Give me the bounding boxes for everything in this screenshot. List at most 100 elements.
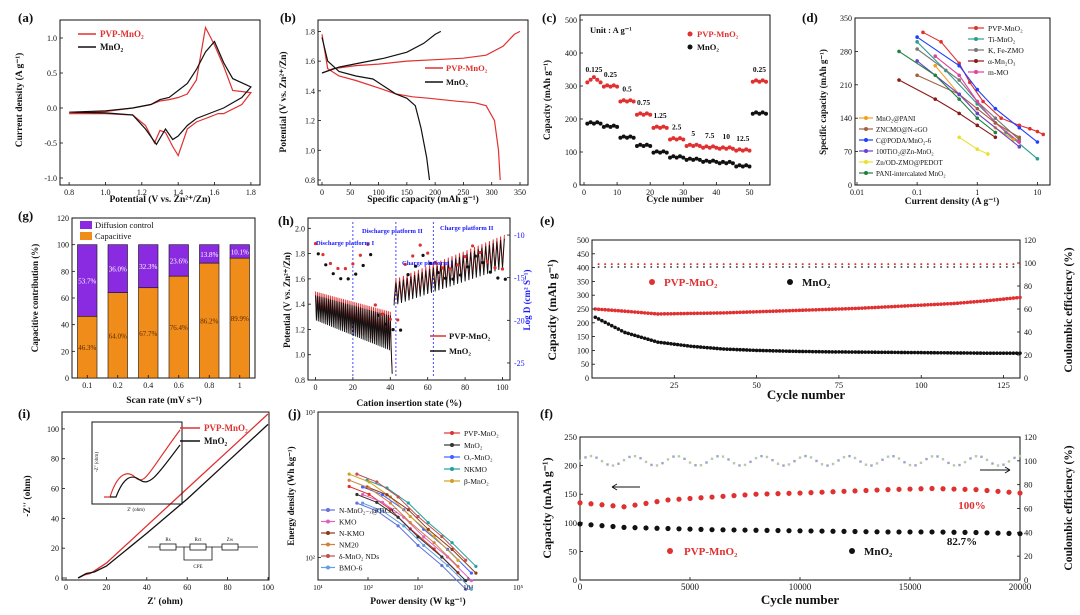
- panel-f-ylabel: Capacity (mAh g⁻¹): [540, 457, 554, 558]
- panel-h-legend-mno2: MnO₂: [449, 346, 471, 356]
- ragone-point-0: [367, 492, 371, 496]
- cycle-point-pvp: [616, 308, 621, 313]
- rate-point-mno2: [747, 164, 752, 169]
- ce-point-pvp: [979, 263, 982, 266]
- long-cycle-point-pvp: [654, 499, 660, 505]
- rate-point-pvp: [760, 78, 765, 83]
- long-ce-point: [930, 455, 934, 458]
- long-cycle-point-mno2: [830, 528, 836, 534]
- diffusion-point-mno2: [391, 328, 395, 332]
- ce-point-pvp: [696, 263, 699, 266]
- panel-a-ytick-label: 1.0: [47, 34, 57, 43]
- rate-point-mno2: [754, 110, 759, 115]
- ce-point-mno2: [854, 266, 857, 269]
- panel-j-ytick-label: 10²: [305, 553, 316, 562]
- ce-point-pvp: [630, 263, 633, 266]
- compare-point-3: [957, 111, 961, 116]
- cycle-point-pvp: [1011, 296, 1016, 300]
- panel-f-ytick-label: 250: [564, 432, 577, 442]
- cycle-point-pvp: [991, 298, 996, 302]
- panel-d-ylabel: Specific capacity (mAh g⁻¹): [818, 49, 828, 155]
- rate-point-mno2: [694, 156, 699, 161]
- ragone-point-9: [464, 558, 468, 562]
- rate-point-pvp: [727, 145, 732, 150]
- cycle-point-mno2: [774, 349, 779, 353]
- cycle-point-pvp: [662, 312, 667, 316]
- gitt-charge-mno2: [393, 238, 505, 306]
- rate-label: 0.75: [637, 98, 650, 107]
- panel-b-legend-pvp: PVP-MnO₂: [446, 63, 488, 73]
- ragone-point-10: [361, 501, 365, 505]
- rate-point-pvp: [697, 144, 702, 149]
- ce-point-mno2: [656, 266, 659, 269]
- ce-point-mno2: [972, 266, 975, 269]
- long-cycle-point-mno2: [885, 529, 891, 535]
- cycle-point-pvp: [968, 300, 973, 304]
- cycle-point-mno2: [606, 322, 611, 326]
- diffusion-point-pvp: [388, 317, 392, 322]
- cycle-point-mno2: [738, 347, 742, 352]
- panel-e: (e) 25 50 75 100 125 50045040035030025020015…: [540, 213, 1075, 402]
- cycle-point-mno2: [708, 346, 713, 350]
- cycle-point-pvp: [893, 304, 897, 309]
- cycle-point-pvp: [985, 298, 989, 303]
- cycle-point-mno2: [906, 350, 910, 355]
- rate-point-pvp: [711, 144, 716, 149]
- panel-i-inset-ylabel: -Z'' (ohm): [95, 452, 100, 472]
- diffusion-point-pvp: [418, 243, 422, 247]
- panel-c-ytick-label: 0: [573, 181, 577, 190]
- panel-j-curves: [347, 472, 478, 591]
- long-ce-point: [749, 460, 752, 464]
- panel-a-xtick-label: 0.8: [64, 188, 74, 197]
- long-cycle-point-pvp: [753, 491, 759, 497]
- rate-point-mno2: [717, 161, 722, 166]
- long-ce-point: [589, 454, 593, 458]
- legend-d-label: C@PODA/MnO₂-6: [876, 137, 932, 145]
- panel-d-ytick-label: 210: [840, 81, 852, 90]
- panel-i-ytick-label: 0: [55, 574, 59, 583]
- cycle-point-mno2: [1014, 351, 1019, 355]
- panel-a-xlabel: Potential (V vs. Zn²⁺/Zn): [109, 194, 210, 205]
- long-cycle-point-mno2: [951, 529, 957, 535]
- rate-point-mno2: [740, 164, 745, 169]
- ce-point-mno2: [630, 266, 633, 269]
- rate-point-mno2: [608, 124, 613, 129]
- cycle-point-mno2: [682, 343, 686, 348]
- panel-f-right-ytick-label: 80: [1024, 480, 1033, 490]
- cycle-point-mno2: [840, 350, 845, 354]
- panel-i-ytick-label: 60: [51, 485, 59, 494]
- long-ce-point: [672, 455, 675, 458]
- diffusion-point-pvp: [336, 266, 340, 271]
- long-ce-point: [578, 459, 582, 463]
- ce-point-pvp: [972, 263, 975, 266]
- cycle-point-pvp: [916, 303, 920, 308]
- cycle-point-pvp: [609, 308, 614, 313]
- ragone-point-3: [474, 564, 478, 568]
- panel-f-label: (f): [540, 406, 553, 421]
- panel-b-xtick-label: 150: [401, 188, 413, 197]
- panel-a-ytick-label: -1.0: [44, 174, 57, 183]
- panel-j-xtick-label: 10¹: [313, 583, 323, 592]
- long-ce-point: [793, 459, 796, 463]
- ragone-curve-5: [356, 502, 467, 590]
- diffusion-point-pvp: [448, 267, 452, 271]
- ce-point-mno2: [650, 266, 653, 269]
- cycle-point-pvp: [952, 301, 956, 306]
- cycle-point-pvp: [781, 309, 785, 313]
- rate-point-mno2: [621, 134, 626, 139]
- long-cycle-point-pvp: [1017, 490, 1023, 496]
- panel-j-ylabel: Energy density (Wh kg⁻¹): [286, 446, 296, 545]
- panel-h-annot-3: Charge platform I: [402, 260, 453, 267]
- panel-h-ytick-label: 1.8: [295, 250, 305, 259]
- legend-d-label: 100TiO₂@Zn-MnO₂: [876, 148, 934, 156]
- ragone-point-7: [450, 547, 454, 552]
- ragone-point-3: [426, 520, 430, 525]
- cycle-point-pvp: [633, 310, 637, 314]
- cycle-point-mno2: [800, 349, 805, 354]
- legend-d-label: PVP-MnO₂: [988, 24, 1023, 33]
- diffusion-point-pvp: [411, 254, 415, 258]
- cycle-point-pvp: [649, 311, 654, 316]
- ragone-point-8: [432, 541, 436, 545]
- legend-d-marker: [974, 48, 978, 52]
